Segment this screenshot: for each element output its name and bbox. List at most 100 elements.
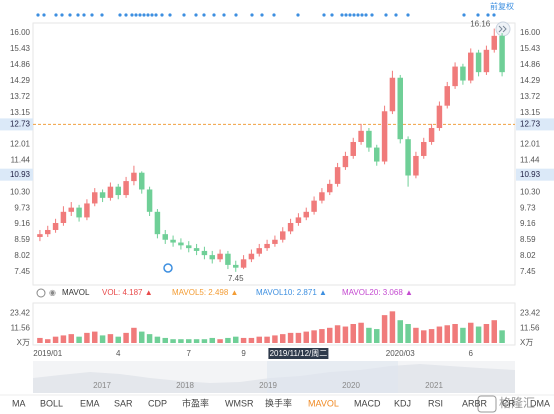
indicator-tab[interactable]: EMA xyxy=(80,398,100,408)
volume-frame xyxy=(32,302,516,346)
candle-body xyxy=(60,211,67,223)
vol-tick-label: X万 xyxy=(17,338,30,347)
indicator-tab[interactable]: 市盈率 xyxy=(182,397,209,408)
indicator-tab[interactable]: WMSR xyxy=(225,398,254,408)
candle-body xyxy=(405,139,411,176)
volume-bar xyxy=(115,336,121,343)
event-dot xyxy=(356,13,360,17)
y-tick-label-right: 15.43 xyxy=(520,44,541,53)
candle-body xyxy=(272,239,278,244)
event-dot xyxy=(150,13,154,17)
y-tick-label-right: 7.45 xyxy=(520,267,536,276)
collapse-button[interactable] xyxy=(495,21,511,37)
indicator-tab[interactable]: CDP xyxy=(148,398,167,408)
level-label-right: 12.73 xyxy=(520,120,541,129)
level-box xyxy=(0,118,33,131)
indicator-tab[interactable]: MAVOL xyxy=(308,398,339,408)
y-tick-label: 14.86 xyxy=(10,60,31,69)
event-dot xyxy=(76,13,80,17)
volume-bar xyxy=(186,339,192,343)
candle-body xyxy=(381,111,388,162)
volume-bar xyxy=(483,324,490,343)
candle-body xyxy=(280,231,286,240)
price-mode[interactable]: 前复权 xyxy=(490,1,514,11)
volume-bar xyxy=(327,327,333,343)
candle-body xyxy=(52,222,59,230)
high-label: 16.16 xyxy=(470,20,491,29)
candle-body xyxy=(499,35,505,73)
indicator-value: VOL: 4.187 ▲ xyxy=(102,288,153,297)
settings-icon[interactable] xyxy=(36,288,46,298)
indicator-tab[interactable]: CR xyxy=(502,398,515,408)
candle-body xyxy=(139,172,145,190)
y-tick-label: 11.44 xyxy=(11,156,31,165)
candle-body xyxy=(99,192,106,198)
indicator-tab[interactable]: DMA xyxy=(530,398,550,408)
x-tick-label: 2020/03 xyxy=(386,349,415,358)
event-dot xyxy=(118,13,122,17)
price-frame xyxy=(32,22,516,286)
y-tick-label: 9.73 xyxy=(14,203,30,212)
volume-bar xyxy=(475,326,482,343)
indicator-tab[interactable]: 换手率 xyxy=(265,397,292,408)
eye-icon[interactable]: ◉ xyxy=(49,288,56,297)
candle-body xyxy=(233,264,239,268)
candle-body xyxy=(374,147,380,162)
volume-bar xyxy=(233,336,239,343)
candle-body xyxy=(154,211,161,235)
candle-body xyxy=(225,253,231,265)
navigator-window[interactable] xyxy=(267,361,398,393)
candle-body xyxy=(303,211,309,218)
x-tick-label: 6 xyxy=(469,349,474,358)
candle-body xyxy=(84,203,90,218)
indicator-tab[interactable]: ARBR xyxy=(462,398,488,408)
event-dot xyxy=(360,13,364,17)
volume-bar xyxy=(225,337,231,343)
logo: 格隆汇 xyxy=(499,395,535,410)
y-tick-label: 7.45 xyxy=(14,267,30,276)
event-dot xyxy=(296,13,300,17)
candle-body xyxy=(201,250,208,256)
event-dot xyxy=(364,13,368,17)
y-tick-label-right: 13.72 xyxy=(520,92,541,101)
indicator-tab[interactable]: SAR xyxy=(114,398,133,408)
volume-bar xyxy=(209,337,215,343)
candle-body xyxy=(413,155,419,176)
event-dot xyxy=(100,13,104,17)
navigator-year: 2017 xyxy=(93,381,111,390)
volume-bar xyxy=(99,335,106,343)
indicator-tab[interactable]: MA xyxy=(12,398,26,408)
indicator-tab[interactable]: KDJ xyxy=(394,398,411,408)
volume-bar xyxy=(146,334,153,343)
event-dot xyxy=(344,13,348,17)
candle-body xyxy=(193,248,200,251)
volume-bar xyxy=(295,332,302,343)
candle-body xyxy=(76,207,82,218)
volume-bar xyxy=(452,324,458,343)
candle-body xyxy=(444,86,450,106)
indicator-tab[interactable]: MACD xyxy=(354,398,381,408)
indicator-tab[interactable]: BOLL xyxy=(40,398,63,408)
y-tick-label-right: 8.02 xyxy=(520,251,536,260)
volume-bar xyxy=(444,325,450,343)
indicator-tab[interactable]: RSI xyxy=(428,398,443,408)
x-tick-label: 2019/01 xyxy=(33,349,62,358)
event-icon[interactable] xyxy=(163,263,173,273)
candle-body xyxy=(123,181,129,196)
indicator-value: MAVOL20: 3.068 ▲ xyxy=(342,288,413,297)
y-tick-label: 8.02 xyxy=(14,251,30,260)
y-tick-label-right: 9.73 xyxy=(520,203,536,212)
volume-bar xyxy=(256,336,262,343)
event-dot xyxy=(260,13,264,17)
event-dot xyxy=(202,13,206,17)
event-dot xyxy=(222,13,226,17)
candle-body xyxy=(350,141,356,156)
candle-body xyxy=(319,192,325,201)
y-tick-label: 12.01 xyxy=(10,140,31,149)
event-dot xyxy=(330,13,334,17)
event-dot xyxy=(250,13,254,17)
volume-bar xyxy=(397,320,403,343)
y-tick-label-right: 14.86 xyxy=(520,60,541,69)
